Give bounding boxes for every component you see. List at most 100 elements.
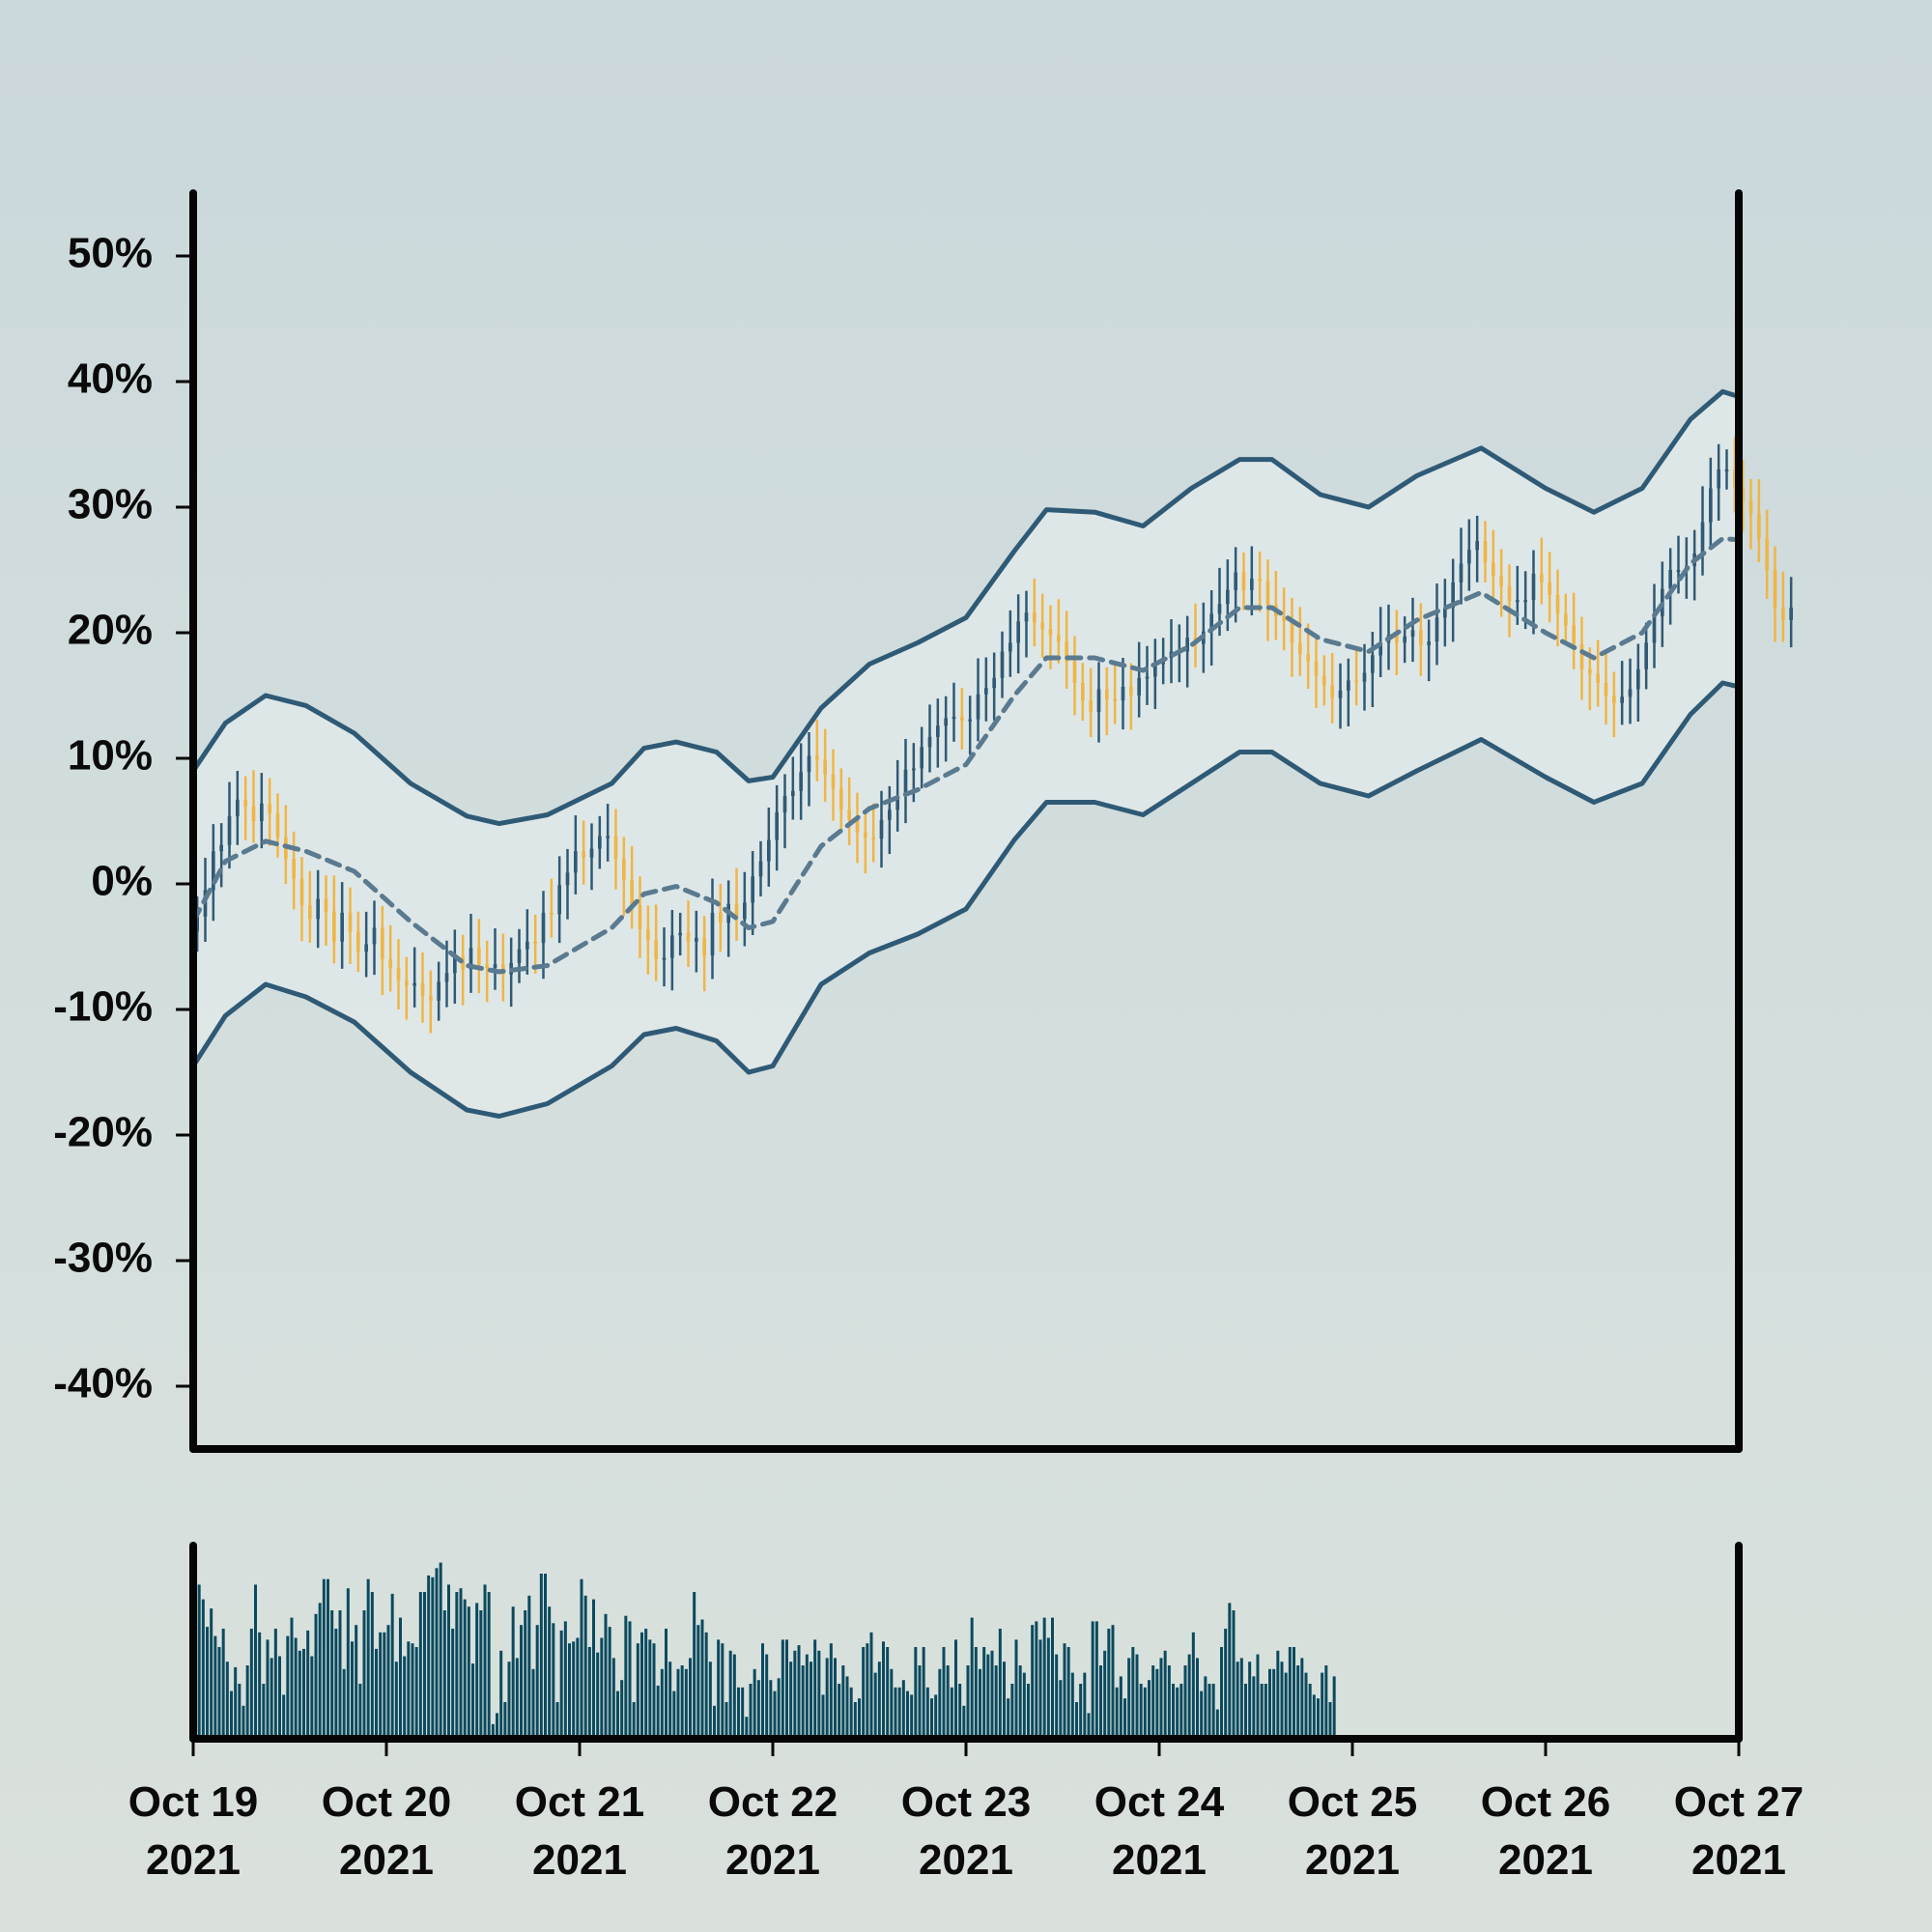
candle-up bbox=[1371, 631, 1375, 707]
candle-down bbox=[1065, 611, 1068, 689]
candle-down bbox=[1089, 668, 1093, 738]
volume-bar bbox=[862, 1647, 866, 1739]
volume-bar bbox=[210, 1608, 213, 1739]
candle-body bbox=[1579, 643, 1584, 669]
volume-bar bbox=[394, 1662, 398, 1739]
volume-bar bbox=[620, 1680, 624, 1739]
candle-up bbox=[662, 926, 667, 987]
candle-up bbox=[1443, 579, 1447, 647]
volume-bar bbox=[379, 1632, 383, 1739]
volume-layer bbox=[193, 1562, 1336, 1739]
candle-up bbox=[992, 652, 996, 721]
candle-body bbox=[1451, 582, 1455, 608]
volume-bar bbox=[1167, 1665, 1171, 1739]
volume-bar bbox=[302, 1648, 305, 1739]
volume-bar bbox=[882, 1641, 885, 1739]
volume-bar bbox=[459, 1588, 463, 1739]
candle-down bbox=[1033, 578, 1037, 647]
candle-body bbox=[606, 836, 610, 838]
candle-up bbox=[968, 696, 972, 755]
volume-bar bbox=[306, 1630, 310, 1739]
volume-bar bbox=[483, 1584, 487, 1739]
candle-body bbox=[292, 859, 296, 879]
volume-bar bbox=[383, 1632, 386, 1739]
volume-bar bbox=[640, 1632, 643, 1739]
candle-down bbox=[864, 810, 867, 874]
candle-body bbox=[1185, 638, 1189, 652]
volume-bar bbox=[693, 1592, 696, 1739]
volume-bar bbox=[1111, 1625, 1115, 1739]
volume-bar bbox=[1051, 1617, 1054, 1739]
candle-up bbox=[1009, 610, 1012, 677]
volume-bar bbox=[1239, 1658, 1243, 1739]
candle-body bbox=[1072, 661, 1077, 683]
volume-bar bbox=[535, 1625, 539, 1739]
volume-bar bbox=[1042, 1617, 1046, 1739]
candle-body bbox=[444, 973, 449, 982]
volume-bar bbox=[1022, 1672, 1026, 1739]
volume-bar bbox=[793, 1650, 797, 1739]
volume-bar bbox=[665, 1629, 668, 1739]
candle-body bbox=[1265, 581, 1270, 606]
candle-up bbox=[984, 657, 988, 722]
candle-body bbox=[823, 759, 827, 775]
y-tick-label: 10% bbox=[68, 732, 153, 780]
volume-bar bbox=[330, 1610, 334, 1739]
volume-bar bbox=[1018, 1665, 1022, 1739]
candle-down bbox=[1290, 597, 1294, 677]
volume-bar bbox=[327, 1578, 329, 1739]
volume-bar bbox=[286, 1635, 290, 1739]
candle-body bbox=[1789, 608, 1793, 620]
volume-bar bbox=[994, 1665, 998, 1739]
candle-body bbox=[710, 912, 715, 956]
volume-bar bbox=[713, 1705, 716, 1739]
candle-body bbox=[324, 898, 328, 912]
volume-bar bbox=[781, 1639, 784, 1739]
candle-body bbox=[695, 937, 698, 942]
candle-body bbox=[1435, 617, 1439, 642]
candle-body bbox=[1362, 672, 1367, 682]
candle-body bbox=[236, 799, 240, 816]
volume-bar bbox=[724, 1702, 728, 1739]
volume-bar bbox=[1148, 1680, 1151, 1739]
volume-bar bbox=[990, 1650, 994, 1739]
candle-body bbox=[1000, 651, 1005, 678]
volume-bar bbox=[761, 1643, 764, 1739]
candle-body bbox=[831, 774, 836, 789]
volume-bar bbox=[1007, 1698, 1010, 1739]
volume-bar bbox=[1191, 1632, 1195, 1739]
candle-body bbox=[1057, 635, 1061, 642]
volume-bar bbox=[407, 1641, 411, 1739]
candle-up bbox=[1250, 546, 1254, 616]
volume-bar bbox=[958, 1684, 962, 1739]
candle-body bbox=[1113, 698, 1117, 701]
candle-body bbox=[1354, 680, 1358, 683]
volume-bar bbox=[447, 1584, 450, 1739]
candle-up bbox=[1475, 515, 1479, 582]
volume-bar bbox=[982, 1647, 986, 1739]
volume-bar bbox=[524, 1610, 527, 1739]
candle-up bbox=[557, 856, 561, 944]
candle-body bbox=[1564, 613, 1568, 626]
candle-body bbox=[1540, 573, 1544, 582]
candle-down bbox=[1113, 665, 1117, 724]
volume-bar bbox=[234, 1666, 238, 1739]
volume-bar bbox=[206, 1627, 209, 1739]
volume-bar bbox=[834, 1658, 837, 1739]
candle-body bbox=[1419, 630, 1423, 645]
candle-up bbox=[1410, 597, 1415, 663]
upper-band-line bbox=[190, 388, 1742, 827]
candle-up bbox=[1435, 583, 1439, 666]
candle-layer bbox=[195, 437, 1793, 1034]
candle-down bbox=[1081, 663, 1085, 721]
candle-down bbox=[1748, 478, 1753, 550]
candle-body bbox=[1555, 595, 1560, 614]
volume-bar bbox=[1256, 1654, 1260, 1739]
candle-body bbox=[1652, 616, 1657, 643]
candle-body bbox=[1516, 600, 1520, 603]
candle-body bbox=[308, 905, 312, 920]
volume-bar bbox=[753, 1668, 756, 1739]
candle-body bbox=[396, 968, 401, 981]
x-tick-label-date: Oct 23 bbox=[901, 1778, 1032, 1826]
candle-up bbox=[1338, 663, 1343, 729]
